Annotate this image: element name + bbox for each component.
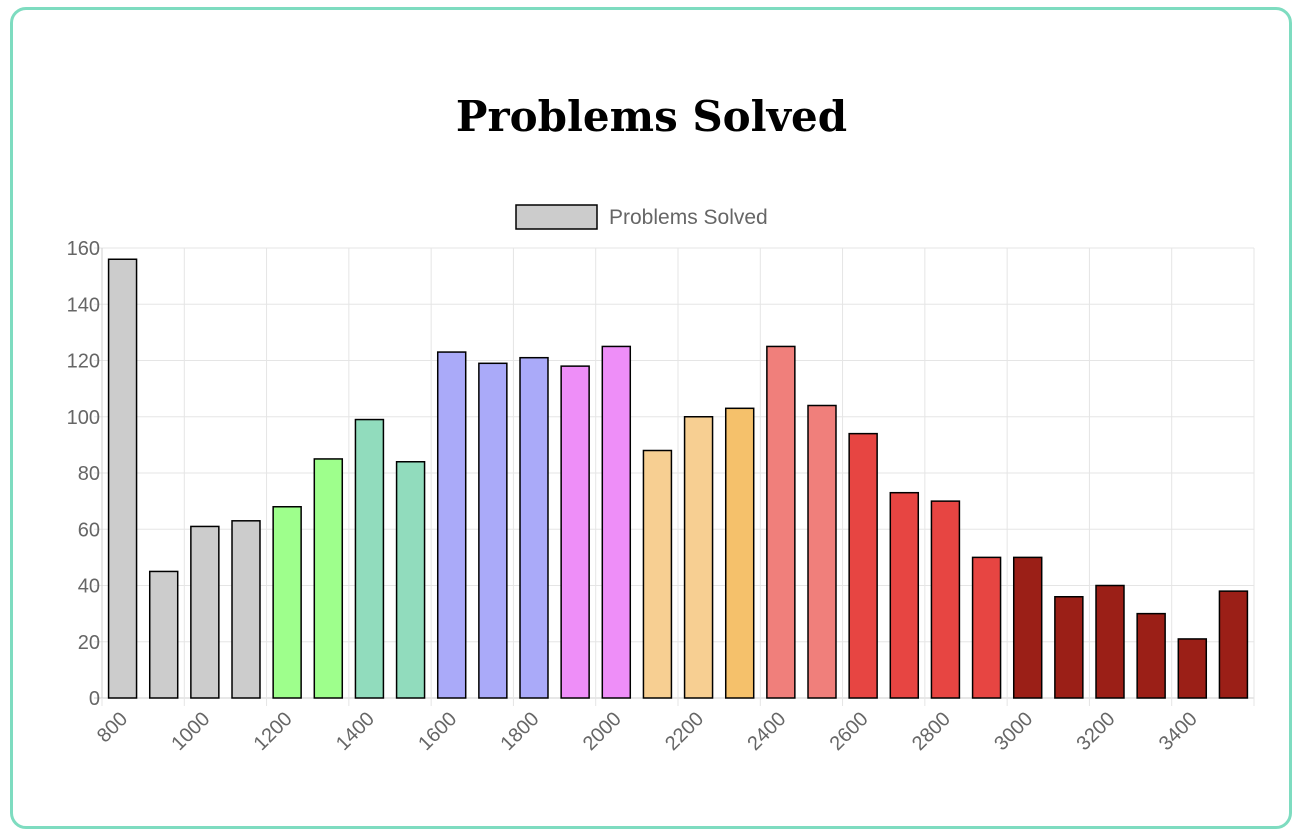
x-tick-label: 2000 <box>579 708 626 755</box>
bar <box>642 449 673 699</box>
bar <box>766 345 796 699</box>
bar <box>1054 596 1084 699</box>
bar <box>1177 638 1208 699</box>
x-tick-label: 2200 <box>661 708 708 755</box>
bar <box>1218 590 1249 699</box>
bar <box>519 356 549 699</box>
bar <box>601 345 632 699</box>
x-tick-label: 1000 <box>167 708 214 755</box>
bar <box>148 570 179 699</box>
bar <box>478 362 508 699</box>
y-tick-label: 0 <box>89 688 100 710</box>
x-tick-label: 800 <box>93 708 132 747</box>
bar <box>848 432 878 699</box>
y-tick-label: 140 <box>67 294 100 316</box>
x-tick-label: 3000 <box>990 708 1037 755</box>
y-tick-label: 80 <box>78 463 100 485</box>
bar <box>107 258 138 699</box>
bar <box>683 416 714 699</box>
legend-label: Problems Solved <box>609 206 768 229</box>
x-tick-label: 1200 <box>250 708 297 755</box>
bar <box>930 500 961 699</box>
x-tick-label: 2600 <box>826 708 873 755</box>
bar <box>354 418 385 699</box>
x-tick-label: 2800 <box>908 708 955 755</box>
y-tick-label: 120 <box>67 351 100 373</box>
bar <box>1136 612 1166 699</box>
legend-swatch <box>515 204 598 230</box>
x-tick-label: 3400 <box>1155 708 1202 755</box>
bar <box>436 351 467 699</box>
bar <box>272 506 302 699</box>
chart-title: Problems Solved <box>455 92 848 141</box>
bar <box>971 556 1002 699</box>
bar <box>807 404 837 699</box>
bar <box>395 461 426 699</box>
x-tick-label: 1600 <box>414 708 461 755</box>
bar <box>1012 556 1043 699</box>
bar <box>231 520 261 699</box>
y-tick-label: 100 <box>67 407 100 429</box>
bar <box>190 525 220 699</box>
bar <box>724 407 755 699</box>
y-tick-label: 60 <box>78 519 100 541</box>
bar <box>560 365 590 699</box>
y-tick-label: 160 <box>67 238 100 260</box>
bar <box>889 491 920 699</box>
y-tick-label: 20 <box>78 632 100 654</box>
x-tick-label: 1800 <box>497 708 544 755</box>
bar <box>313 458 344 699</box>
x-tick-label: 3200 <box>1073 708 1120 755</box>
y-tick-label: 40 <box>78 576 100 598</box>
bar <box>1095 584 1125 699</box>
x-tick-label: 2400 <box>743 708 790 755</box>
x-tick-label: 1400 <box>332 708 379 755</box>
